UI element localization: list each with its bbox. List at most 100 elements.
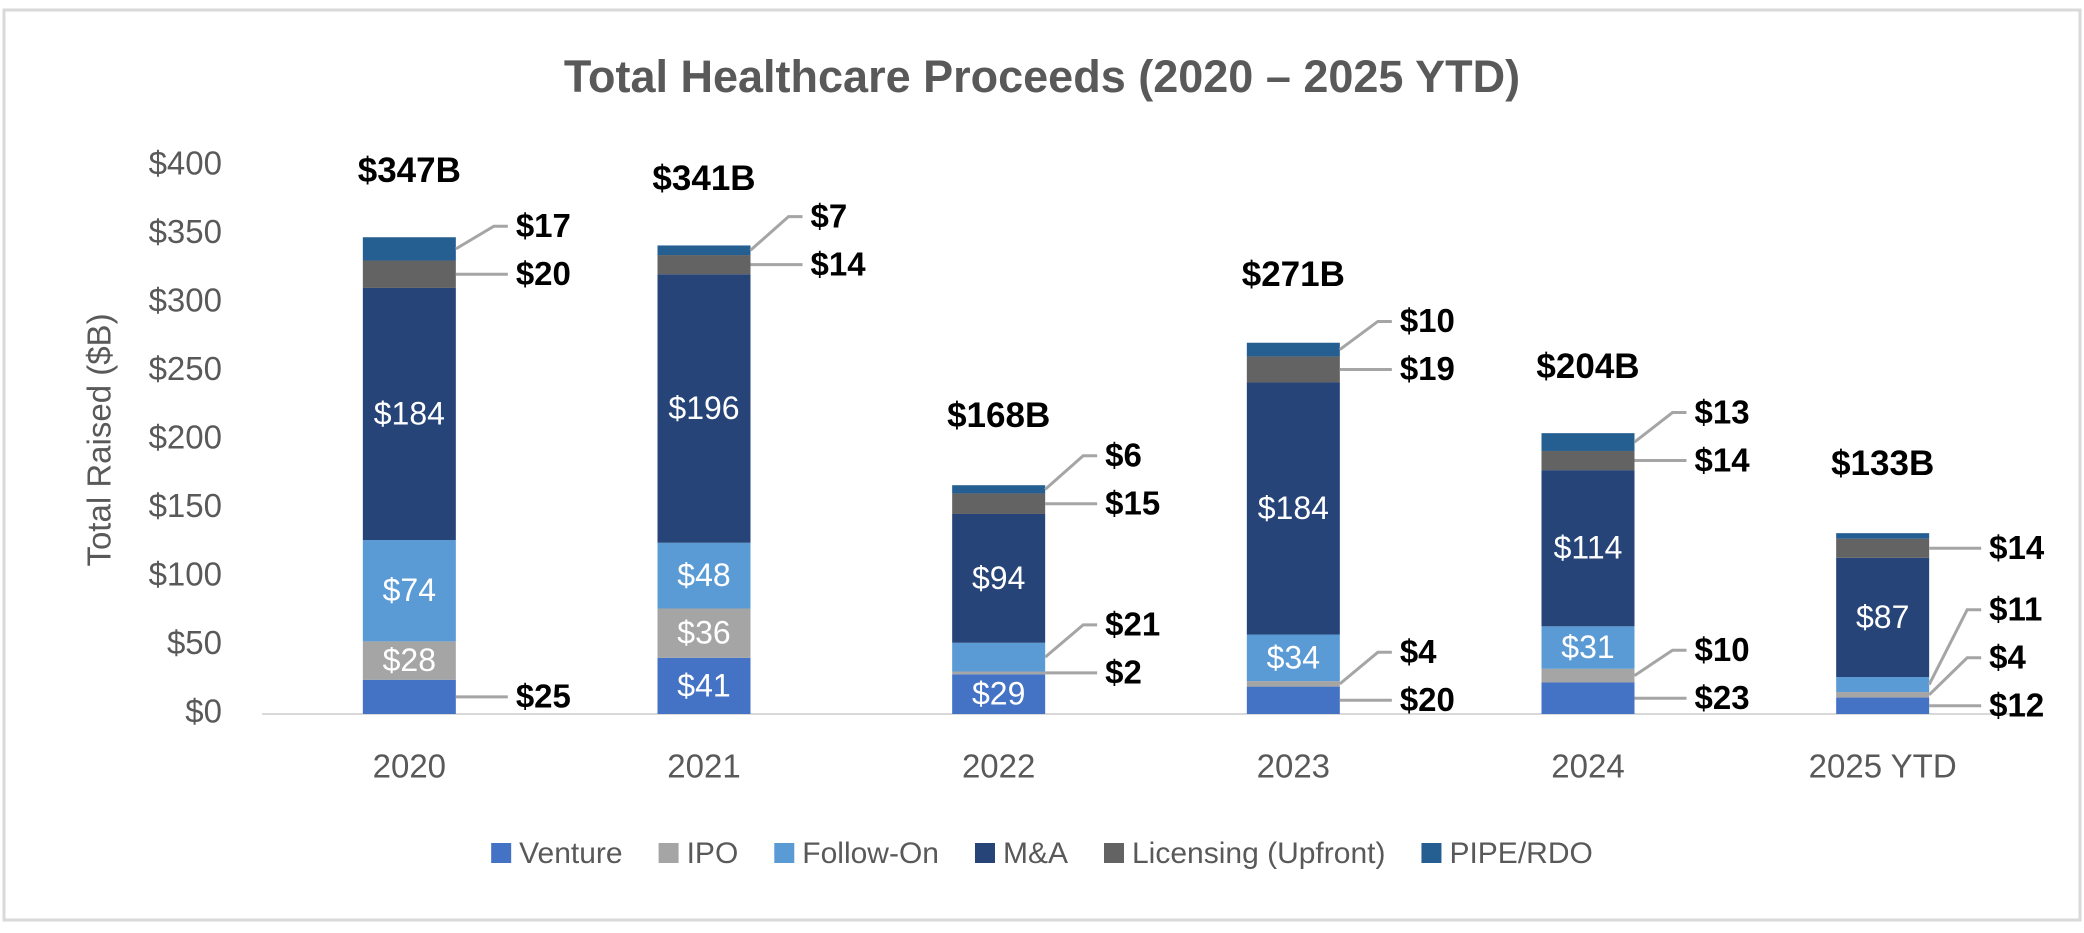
data-label: $94 [972,560,1025,596]
total-label: $341B [652,159,755,198]
data-label: $14 [811,245,867,282]
total-label: $168B [947,396,1050,435]
legend-label: PIPE/RDO [1449,837,1592,870]
data-label: $87 [1856,599,1909,635]
bar-segment [952,493,1046,514]
data-label: $11 [1989,590,2042,627]
data-label: $10 [1695,631,1750,668]
data-label: $4 [1400,633,1437,670]
data-label: $48 [677,557,730,593]
x-tick-label: 2022 [962,748,1035,785]
legend-swatch [1104,843,1124,863]
legend-label: Follow-On [802,837,939,870]
legend-swatch [974,843,995,863]
bar-segment [657,274,751,543]
bar-segment [1246,634,1340,682]
data-label: $28 [383,642,436,678]
data-label: $184 [1258,490,1329,526]
data-label: $114 [1554,530,1623,566]
data-label: $41 [677,667,730,703]
leader-line [1927,608,1982,686]
leader-line [1928,656,1982,696]
legend-swatch [774,843,795,863]
bar-segment [1246,342,1340,357]
y-tick-label: $350 [149,213,222,250]
data-label: $4 [1989,638,2026,675]
legend-swatch [1421,843,1442,863]
legend-label: IPO [687,837,739,870]
leader-line [749,215,803,252]
data-label: $7 [811,197,848,234]
bar-segment [1541,433,1635,451]
bar-segment [362,540,456,642]
total-label: $133B [1831,444,1934,483]
y-tick-label: $150 [149,487,222,524]
data-label: $34 [1267,639,1320,675]
bar-segment [657,245,751,256]
leader-line [1044,623,1098,659]
data-label: $25 [516,678,571,715]
bar-segment [1836,538,1930,558]
bar-segment [362,287,456,541]
leader-line [1338,319,1392,351]
data-label: $184 [374,395,445,431]
data-label: $31 [1561,629,1614,665]
legend-label: M&A [1003,837,1068,870]
data-label: $74 [383,572,436,608]
leader-line [1633,648,1687,677]
legend-swatch [491,843,512,863]
bar-segment [657,542,751,609]
bar-segment [1836,697,1930,714]
leader-line [1044,454,1098,491]
total-label: $347B [358,151,461,190]
bar-segment [952,485,1046,494]
data-label: $6 [1105,436,1142,473]
bar-segment [1541,668,1635,683]
data-label: $17 [516,207,571,244]
chart-frame [2,8,2082,922]
y-tick-label: $50 [167,624,222,661]
data-label: $23 [1695,679,1750,716]
bar-segment [952,513,1046,643]
leader-line [1633,411,1687,444]
chart-title: Total Healthcare Proceeds (2020 – 2025 Y… [564,51,1520,102]
data-label: $13 [1695,393,1750,430]
x-tick-label: 2023 [1257,748,1330,785]
bar-segment [657,608,751,658]
x-tick-label: 2021 [667,748,740,785]
data-label: $14 [1695,441,1751,478]
data-label: $2 [1105,654,1142,691]
x-tick-label: 2024 [1551,748,1624,785]
legend-label: Licensing (Upfront) [1132,837,1385,870]
data-label: $20 [516,255,571,292]
data-label: $29 [972,676,1025,712]
data-label: $21 [1105,606,1160,643]
bar-segment [1541,470,1635,627]
bar-segment [1541,450,1635,471]
bar-segment [657,255,751,275]
bar-segment [1246,681,1340,687]
legend-swatch [658,843,679,863]
data-label: $12 [1989,686,2044,723]
bar-segment [362,237,456,261]
bar-segment [952,642,1046,672]
bar-segment [1246,356,1340,383]
bar-segment [1836,692,1930,698]
y-tick-label: $200 [149,419,222,456]
bar-segment [952,671,1046,675]
y-tick-label: $300 [149,282,222,319]
leader-line [455,224,508,251]
legend-label: Venture [519,837,622,870]
bar-segment [657,657,751,714]
data-label: $15 [1105,484,1160,521]
total-label: $204B [1536,347,1639,386]
bar-segment [1836,557,1930,678]
bar-segment [1836,677,1930,693]
y-tick-label: $0 [185,693,222,730]
bar-segment [362,679,456,714]
bar-segment [1246,686,1340,714]
bar-segment [362,260,456,288]
data-label: $36 [677,615,730,651]
data-label: $10 [1400,302,1455,339]
